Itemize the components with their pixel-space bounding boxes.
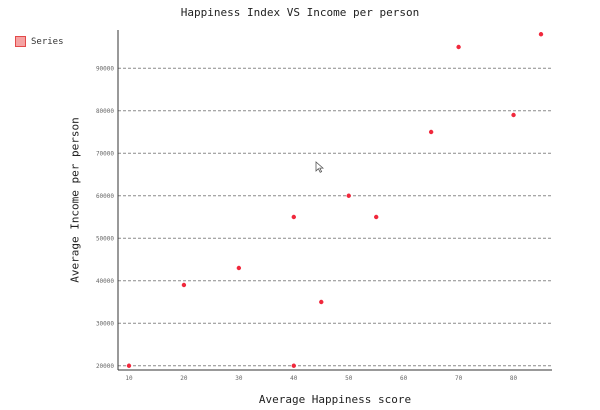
data-point [291, 214, 296, 220]
x-tick-label: 10 [125, 375, 133, 382]
data-point [319, 299, 324, 305]
x-tick-labels: 10 20 30 40 50 60 70 80 [125, 375, 517, 382]
data-point [291, 363, 296, 368]
data-point [236, 265, 242, 271]
data-point [374, 214, 379, 220]
data-point [428, 129, 434, 135]
chart-title: Happiness Index VS Income per person [180, 6, 420, 19]
x-tick-label: 70 [455, 375, 463, 382]
x-tick-label: 50 [345, 375, 353, 382]
axes [117, 30, 552, 371]
mouse-pointer-icon [315, 161, 324, 173]
y-tick-label: 60000 [96, 193, 114, 200]
x-tick-label: 60 [400, 375, 408, 382]
x-tick-label: 80 [510, 375, 518, 382]
data-point [511, 112, 516, 118]
y-tick-label: 80000 [96, 108, 114, 115]
y-tick-label: 50000 [96, 235, 114, 242]
data-point [126, 363, 132, 368]
x-tick-label: 30 [235, 375, 243, 382]
x-axis-label: Average Happiness score [258, 393, 412, 406]
legend-label: Series [31, 36, 64, 47]
y-tick-label: 20000 [96, 363, 114, 370]
grid-lines [118, 67, 552, 367]
data-point [456, 44, 461, 50]
y-axis-label: Average Income per person [68, 117, 82, 283]
y-tick-label: 90000 [96, 65, 114, 72]
data-point [538, 32, 544, 37]
y-tick-labels: 20000 30000 40000 50000 60000 70000 80000 90000 [96, 65, 114, 370]
data-point [346, 193, 351, 198]
x-tick-label: 40 [290, 375, 298, 382]
y-tick-label: 30000 [96, 320, 114, 327]
y-tick-label: 70000 [96, 150, 114, 157]
legend[interactable]: Series [15, 36, 64, 47]
data-points [126, 32, 544, 368]
data-point [181, 282, 187, 288]
y-tick-label: 40000 [96, 278, 114, 285]
x-tick-label: 20 [180, 375, 188, 382]
legend-swatch [15, 36, 26, 47]
